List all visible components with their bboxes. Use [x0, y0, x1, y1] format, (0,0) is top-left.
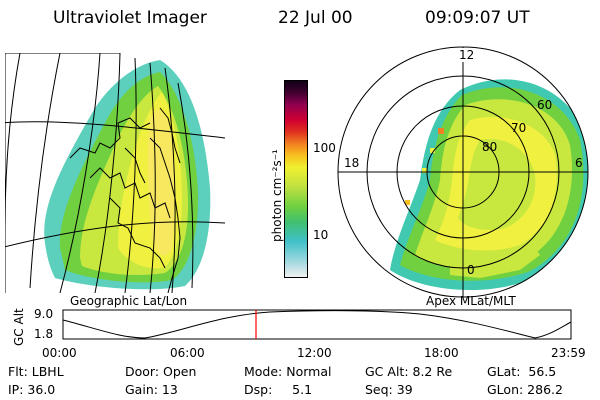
app-title: Ultraviolet Imager: [53, 8, 207, 28]
mlt-label-0: 0: [467, 263, 475, 277]
altitude-curve: [62, 310, 572, 339]
coastlines: [69, 107, 181, 293]
colorbar-unit-label: photon cm⁻²s⁻¹: [270, 149, 284, 242]
polar-grid: [337, 46, 589, 298]
altitude-plot: [62, 309, 572, 340]
geographic-map: [5, 53, 225, 293]
altitude-ymin: 1.8: [34, 327, 54, 341]
aurora-polar: [390, 79, 588, 291]
mlt-label-12: 12: [459, 48, 475, 62]
info-gain: Gain: 13: [125, 382, 178, 397]
mlat-label-80: 80: [482, 140, 498, 154]
mlat-label-60: 60: [537, 98, 553, 112]
polar-map: [337, 46, 589, 298]
colorbar-tick-10: 10: [313, 228, 329, 242]
altitude-ymax: 9.0: [34, 307, 54, 321]
mlt-label-18: 18: [344, 156, 360, 170]
geographic-caption: Geographic Lat/Lon: [70, 294, 188, 308]
time-tick-2359: 23:59: [551, 346, 586, 360]
mlat-label-70: 70: [511, 121, 527, 135]
info-mode: Mode: Normal: [244, 364, 332, 379]
info-dsp: Dsp: 5.1: [244, 382, 313, 397]
info-filter: Flt: LBHL: [8, 364, 64, 379]
aurora-geographic: [44, 60, 211, 290]
time-tick-0000: 00:00: [42, 346, 77, 360]
info-seq: Seq: 39: [365, 382, 413, 397]
time-tick-1800: 18:00: [424, 346, 459, 360]
info-door: Door: Open: [125, 364, 197, 379]
colorbar: [284, 80, 308, 278]
info-gc-alt: GC Alt: 8.2 Re: [365, 364, 453, 379]
polar-caption: Apex MLat/MLT: [426, 294, 516, 308]
mlt-label-6: 6: [575, 156, 583, 170]
info-glon: GLon: 286.2: [487, 382, 563, 397]
time-tick-1200: 12:00: [297, 346, 332, 360]
date-label: 22 Jul 00: [278, 8, 353, 28]
time-tick-0600: 06:00: [170, 346, 205, 360]
time-label: 09:09:07 UT: [425, 8, 530, 28]
info-ip: IP: 36.0: [8, 382, 56, 397]
colorbar-tick-100: 100: [313, 141, 336, 155]
info-glat: GLat: 56.5: [487, 364, 557, 379]
